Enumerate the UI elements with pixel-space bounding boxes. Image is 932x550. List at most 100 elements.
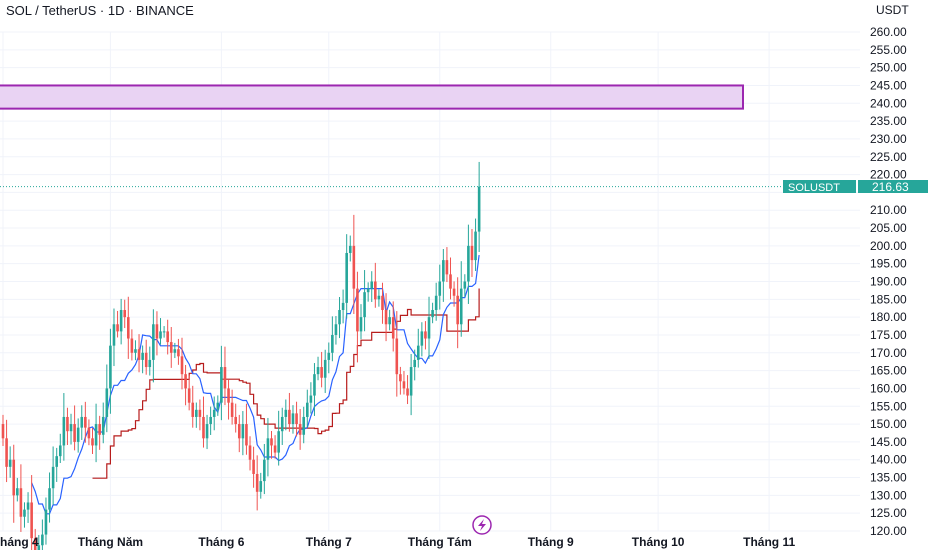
candle-body xyxy=(388,317,391,325)
candle-body xyxy=(477,186,481,232)
candle-body xyxy=(84,416,87,428)
candle-body xyxy=(427,317,431,339)
candle-body xyxy=(144,352,148,368)
y-tick-label: 225.00 xyxy=(870,150,907,164)
candle-body xyxy=(323,359,327,378)
candle-body xyxy=(416,345,420,360)
candle-body xyxy=(91,438,94,446)
candle-body xyxy=(442,260,445,282)
candle-body xyxy=(399,374,402,382)
candle-body xyxy=(306,402,309,417)
y-tick-label: 160.00 xyxy=(870,381,907,395)
y-tick-label: 245.00 xyxy=(870,78,907,92)
x-tick-label: Tháng Năm xyxy=(78,535,143,549)
price-badge-bg xyxy=(858,180,928,193)
x-tick-label: Tháng 9 xyxy=(528,535,574,549)
y-tick-label: 175.00 xyxy=(870,328,907,342)
candle-body xyxy=(155,324,159,339)
last-price-badge[interactable]: SOLUSDT 216.63 xyxy=(783,180,928,194)
candle-body xyxy=(234,416,237,425)
candle-body xyxy=(338,310,341,325)
y-tick-label: 230.00 xyxy=(870,132,907,146)
y-tick-label: 220.00 xyxy=(870,168,907,182)
candle-body xyxy=(270,438,273,446)
candle-body xyxy=(284,409,288,417)
events-icon[interactable] xyxy=(472,515,492,535)
y-tick-label: 190.00 xyxy=(870,275,907,289)
candle-body xyxy=(445,260,449,275)
candle-body xyxy=(141,352,144,360)
candle-body xyxy=(449,274,452,289)
y-tick-label: 260.00 xyxy=(870,25,907,39)
candle-body xyxy=(148,359,152,368)
candle-body xyxy=(1,424,5,439)
candle-body xyxy=(37,545,41,550)
candle-body xyxy=(248,445,252,460)
candle-body xyxy=(69,424,73,432)
y-tick-label: 140.00 xyxy=(870,453,907,467)
y-tick-label: 195.00 xyxy=(870,257,907,271)
y-tick-label: 200.00 xyxy=(870,239,907,253)
y-tick-label: 185.00 xyxy=(870,292,907,306)
candle-body xyxy=(19,488,23,517)
candle-body xyxy=(80,416,84,428)
candle-body xyxy=(62,416,66,446)
x-tick-label: Tháng Tám xyxy=(408,535,472,549)
candle-body xyxy=(12,459,16,496)
candle-body xyxy=(127,317,130,339)
candle-body xyxy=(51,466,55,489)
candle-body xyxy=(356,288,359,332)
resistance-zone-rect xyxy=(0,84,744,110)
candle-body xyxy=(162,331,166,333)
candle-body xyxy=(41,534,44,546)
symbol-title[interactable]: SOL / TetherUS · 1D · BINANCE xyxy=(6,3,194,18)
candle-body xyxy=(8,459,12,467)
y-tick-label: 165.00 xyxy=(870,364,907,378)
x-tick-label: Tháng 7 xyxy=(306,535,352,549)
candle-body xyxy=(173,349,177,353)
candle-body xyxy=(241,424,245,439)
candle-body xyxy=(191,402,195,417)
candle-body xyxy=(184,374,187,389)
candle-body xyxy=(467,245,470,282)
y-tick-label: 145.00 xyxy=(870,435,907,449)
candle-body xyxy=(406,388,409,396)
candle-body xyxy=(134,349,137,353)
y-tick-label: 150.00 xyxy=(870,417,907,431)
candle-body xyxy=(381,295,384,311)
candle-body xyxy=(273,445,277,453)
symbol-badge-bg xyxy=(783,180,856,193)
candle-body xyxy=(55,456,58,467)
candle-body xyxy=(402,381,406,389)
candle-body xyxy=(98,424,101,435)
x-axis[interactable]: háng 4 Tháng Năm Tháng 6 Tháng 7 Tháng Tám Th… xyxy=(0,535,795,549)
candle-body xyxy=(370,281,374,289)
y-tick-label: 240.00 xyxy=(870,96,907,110)
candle-body xyxy=(277,431,280,453)
x-tick-label: Tháng 6 xyxy=(198,535,244,549)
candle-body xyxy=(413,359,416,368)
candle-body xyxy=(345,252,348,303)
candle-body xyxy=(112,324,116,346)
y-axis[interactable]: 260.00 255.00 250.00 245.00 240.00 235.00 230.… xyxy=(870,25,907,538)
candle-body xyxy=(288,409,291,425)
candle-body xyxy=(434,295,438,311)
candle-body xyxy=(384,310,388,325)
candle-body xyxy=(291,413,295,425)
candle-body xyxy=(409,367,413,396)
candle-body xyxy=(209,416,212,425)
y-tick-label: 125.00 xyxy=(870,506,907,520)
candle-body xyxy=(109,345,112,389)
candle-body xyxy=(94,424,98,446)
resistance-zone[interactable] xyxy=(0,84,744,110)
candle-body xyxy=(237,424,241,439)
candle-body xyxy=(202,416,205,439)
candle-body xyxy=(377,295,381,300)
candle-body xyxy=(227,388,230,403)
candle-body xyxy=(212,409,216,417)
candle-body xyxy=(123,310,127,318)
y-tick-label: 170.00 xyxy=(870,346,907,360)
candle-body xyxy=(169,342,173,353)
candle-body xyxy=(266,438,270,460)
